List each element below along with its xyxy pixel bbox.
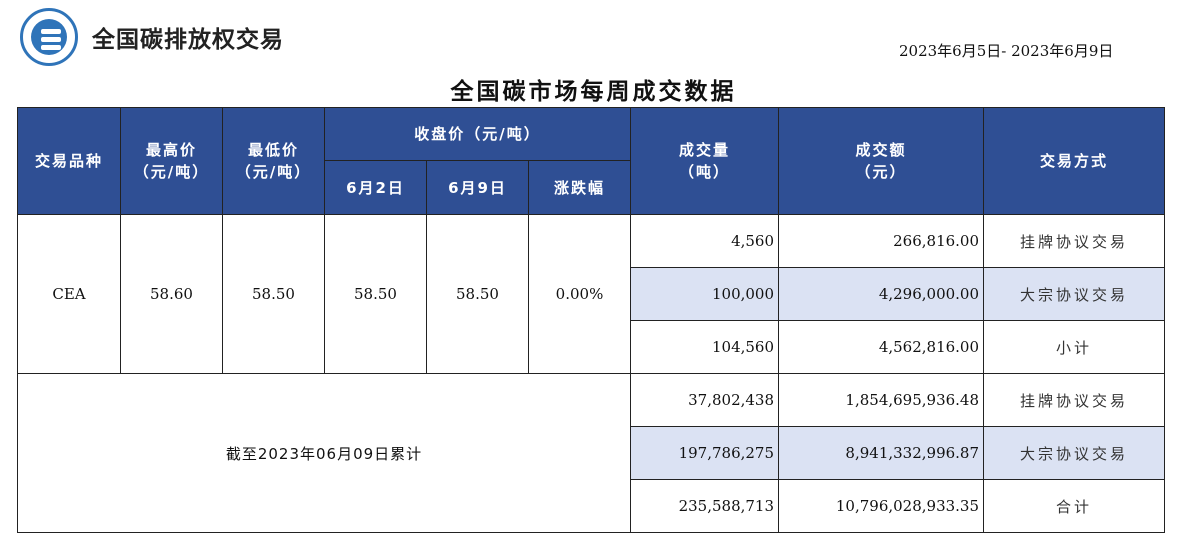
table-row: 截至2023年06月09日累计 37,802,438 1,854,695,936…: [16, 373, 1166, 533]
header-low: 最低价 （元/吨）: [222, 107, 325, 215]
cell-method: 合计: [983, 479, 1166, 533]
cell-volume: 197,786,275: [630, 426, 780, 480]
weekly-trade-table: 交易品种 最高价 （元/吨） 最低价 （元/吨） 收盘价（元/吨） 成交量 （吨） 成…: [16, 107, 1166, 533]
cell-method: 大宗协议交易: [983, 267, 1166, 321]
table-row: 235,588,713 10,796,028,933.35 合计: [18, 479, 1166, 533]
cell-change: 0.00%: [527, 214, 632, 374]
cell-volume: 104,560: [630, 320, 780, 374]
header-close: 收盘价（元/吨）: [323, 107, 632, 161]
cell-volume: 37,802,438: [630, 373, 780, 427]
header-volume: 成交量 （吨）: [630, 107, 780, 215]
date-range: 2023年6月5日- 2023年6月9日: [899, 42, 1114, 60]
cell-high: 58.60: [120, 214, 223, 374]
cell-method: 小计: [983, 320, 1166, 374]
header-product: 交易品种: [17, 107, 121, 215]
cell-low: 58.50: [222, 214, 325, 374]
cell-amount: 4,562,816.00: [778, 320, 985, 374]
cell-volume: 4,560: [630, 214, 780, 268]
brand-header: 全国碳排放权交易: [20, 8, 284, 66]
header-close-d2: 6月9日: [426, 160, 529, 215]
cell-close-d2: 58.50: [426, 214, 529, 374]
cell-method: 大宗协议交易: [983, 426, 1166, 480]
cell-amount: 10,796,028,933.35: [778, 479, 985, 533]
header-high: 最高价 （元/吨）: [120, 107, 223, 215]
cell-product: CEA: [17, 214, 121, 374]
header-close-d1: 6月2日: [324, 160, 427, 215]
cell-method: 挂牌协议交易: [983, 373, 1166, 427]
brand-name: 全国碳排放权交易: [92, 27, 284, 53]
cell-volume: 100,000: [630, 267, 780, 321]
table-row: 197,786,275 8,941,332,996.87 大宗协议交易: [18, 426, 1166, 480]
cell-amount: 8,941,332,996.87: [778, 426, 985, 480]
cell-method: 挂牌协议交易: [983, 214, 1166, 268]
cell-close-d1: 58.50: [324, 214, 427, 374]
table-row: 104,560 4,562,816.00 小计: [18, 320, 1166, 374]
table-row: 100,000 4,296,000.00 大宗协议交易: [18, 267, 1166, 321]
cell-amount: 1,854,695,936.48: [778, 373, 985, 427]
header-method: 交易方式: [983, 107, 1166, 215]
cell-amount: 266,816.00: [778, 214, 985, 268]
header-amount: 成交额 （元）: [778, 107, 985, 215]
exchange-logo-icon: [20, 8, 78, 66]
cell-amount: 4,296,000.00: [778, 267, 985, 321]
page-title: 全国碳市场每周成交数据: [450, 79, 737, 105]
table-row: CEA 58.60 58.50 58.50 58.50 0.00% 4,560 …: [17, 214, 1166, 374]
cell-volume: 235,588,713: [630, 479, 780, 533]
header-change: 涨跌幅: [527, 160, 632, 215]
cumulative-label: 截至2023年06月09日累计: [16, 373, 632, 533]
